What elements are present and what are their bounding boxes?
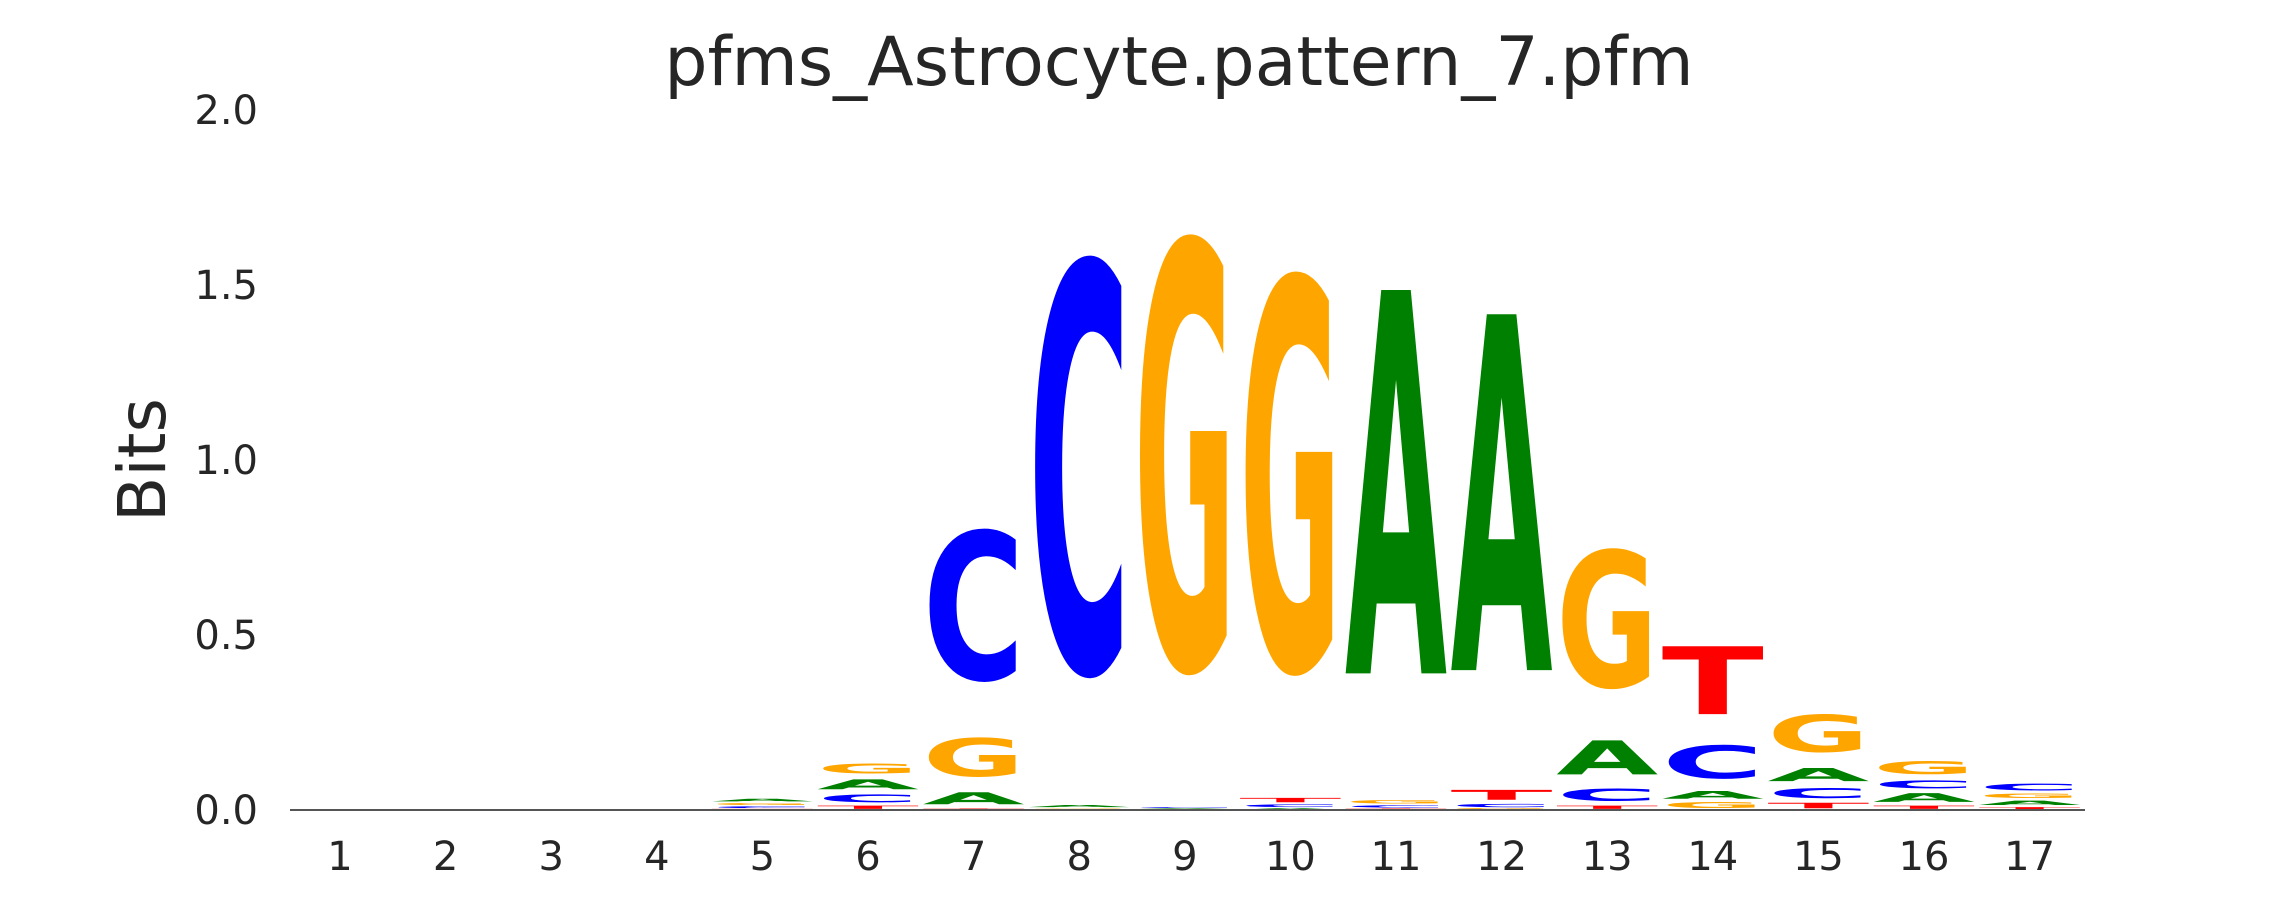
logo-letter-c: C xyxy=(1662,737,1764,789)
logo-letter-c: C xyxy=(1345,805,1447,808)
logo-letter-c: C xyxy=(923,491,1025,727)
logo-letter-a: A xyxy=(1451,218,1554,786)
x-tick-label: 9 xyxy=(1172,834,1197,880)
logo-letter-a: A xyxy=(1873,791,1975,805)
logo-letter-c: C xyxy=(817,793,919,805)
logo-letter-a: A xyxy=(817,777,920,793)
logo-letter-g: G xyxy=(1556,515,1658,731)
x-tick-label: 10 xyxy=(1265,834,1316,880)
logo-letter-t: T xyxy=(1873,805,1975,810)
logo-letter-g: G xyxy=(1134,128,1236,806)
logo-letter-c: C xyxy=(1239,804,1341,808)
logo-letter-t: T xyxy=(1239,797,1341,804)
x-tick-label: 7 xyxy=(961,834,986,880)
x-tick-label: 17 xyxy=(2004,834,2055,880)
logo-letter-t: T xyxy=(1662,628,1764,736)
logo-letter-c: C xyxy=(1979,782,2081,792)
y-axis-ticks: 0.0 0.5 1.0 1.5 2.0 xyxy=(194,88,258,834)
x-tick-label: 3 xyxy=(538,834,563,880)
chart-title: pfms_Astrocyte.pattern_7.pfm xyxy=(664,23,1693,102)
logo-letter-g: G xyxy=(1873,758,1975,779)
logo-letter-g: G xyxy=(923,728,1025,789)
x-tick-label: 13 xyxy=(1582,834,1633,880)
x-tick-label: 11 xyxy=(1371,834,1422,880)
logo-letter-c: C xyxy=(1873,779,1975,791)
logo-letter-c: C xyxy=(1556,786,1658,805)
logo-letter-g: G xyxy=(1767,705,1869,764)
logo-letter-a: A xyxy=(1979,799,2081,806)
logo-letter-a: A xyxy=(923,789,1025,808)
logo-letter-c: C xyxy=(711,806,813,809)
logo-letter-c: C xyxy=(1767,786,1869,802)
y-tick-label: 1.5 xyxy=(194,263,258,309)
x-tick-label: 16 xyxy=(1899,834,1950,880)
logo-letter-g: G xyxy=(1662,801,1764,810)
logo-letter-t: T xyxy=(1556,805,1658,810)
logo-letter-t: T xyxy=(817,805,919,810)
logo-letter-c: C xyxy=(1451,803,1553,808)
x-tick-label: 2 xyxy=(433,834,458,880)
y-tick-label: 0.5 xyxy=(194,613,258,659)
x-tick-label: 12 xyxy=(1476,834,1527,880)
x-tick-label: 15 xyxy=(1793,834,1844,880)
logo-letter-a: A xyxy=(711,798,813,802)
x-tick-label: 8 xyxy=(1066,834,1091,880)
logo-letter-stacks: TCGATCAGTAGCTGACTACGACTGTCGAGCTATCAGGACT… xyxy=(711,128,2080,810)
logo-letter-g: G xyxy=(711,802,813,806)
x-tick-label: 1 xyxy=(327,834,352,880)
logo-letter-a: A xyxy=(1028,804,1130,808)
logo-letter-t: T xyxy=(1979,806,2081,809)
x-tick-label: 5 xyxy=(750,834,775,880)
logo-letter-a: A xyxy=(1345,186,1448,798)
x-tick-label: 4 xyxy=(644,834,669,880)
x-tick-label: 14 xyxy=(1687,834,1738,880)
logo-letter-a: A xyxy=(1662,789,1764,801)
logo-letter-c: C xyxy=(1134,807,1236,808)
logo-letter-g: G xyxy=(1028,808,1130,809)
y-tick-label: 2.0 xyxy=(194,88,258,134)
logo-letter-t: T xyxy=(1451,787,1553,803)
logo-letter-g: G xyxy=(817,761,919,777)
y-tick-label: 0.0 xyxy=(194,788,258,834)
logo-letter-c: C xyxy=(1028,153,1130,804)
logo-letter-a: A xyxy=(1767,765,1869,786)
y-axis-label: Bits xyxy=(104,398,181,522)
logo-letter-g: G xyxy=(1239,172,1341,795)
x-tick-label: 6 xyxy=(855,834,880,880)
logo-letter-t: T xyxy=(1767,801,1869,810)
logo-letter-g: G xyxy=(1345,799,1447,804)
x-axis-ticks: 1 2 3 4 5 6 7 8 9 10 11 12 13 14 15 16 17 xyxy=(327,834,2055,880)
logo-letter-a: A xyxy=(1239,808,1341,810)
logo-letter-a: A xyxy=(1134,808,1236,809)
y-tick-label: 1.0 xyxy=(194,438,258,484)
logo-letter-a: A xyxy=(1556,731,1658,785)
logo-letter-g: G xyxy=(1979,792,2081,799)
